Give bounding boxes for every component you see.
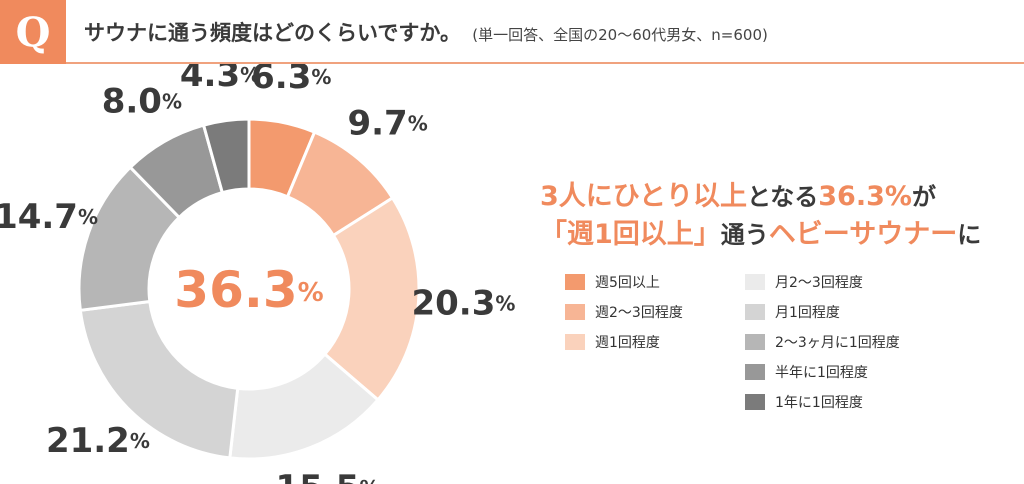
legend-label: 半年に1回程度 (775, 365, 868, 381)
legend-label: 週1回程度 (595, 335, 660, 351)
legend-swatch (745, 364, 765, 380)
slice-label-1: 6.3% (251, 64, 331, 97)
headline-percent: 36.3% (818, 181, 912, 212)
legend-item-4: 月2〜3回程度 (745, 272, 863, 292)
headline-highlight-3: ヘビーサウナー (768, 219, 958, 250)
legend-label: 2〜3ヶ月に1回程度 (775, 335, 900, 351)
legend-label: 週5回以上 (595, 275, 660, 291)
legend-swatch (565, 334, 585, 350)
question-header: Q サウナに通う頻度はどのくらいですか。 (単一回答、全国の20〜60代男女、n… (0, 0, 1024, 64)
donut-chart: 6.3% 9.7% 20.3% 15.5% 21.2% 14.7% 8.0%4.3% 36.3… (0, 64, 515, 484)
question-note: (単一回答、全国の20〜60代男女、n=600) (472, 26, 768, 44)
legend-swatch (745, 394, 765, 410)
legend-label: 月2〜3回程度 (775, 275, 863, 291)
legend-item-7: 半年に1回程度 (745, 362, 868, 382)
headline-line-1: 3人にひとり以上となる36.3%が (540, 178, 980, 216)
legend-swatch (745, 304, 765, 320)
center-label: 36.3% (174, 261, 323, 319)
legend-item-3: 週1回程度 (565, 332, 660, 352)
legend-item-5: 月1回程度 (745, 302, 840, 322)
legend-label: 週2〜3回程度 (595, 305, 683, 321)
slice-label-8: 4.3% (180, 64, 260, 94)
headline-highlight-2: 「週1回以上」 (540, 219, 721, 250)
headline-highlight-1: 3人にひとり以上 (540, 181, 747, 212)
legend-label: 1年に1回程度 (775, 395, 863, 411)
headline-text-4: に (957, 221, 982, 249)
legend-item-2: 週2〜3回程度 (565, 302, 683, 322)
slice-label-3: 20.3% (411, 283, 515, 323)
legend-item-1: 週5回以上 (565, 272, 660, 292)
legend-swatch (745, 274, 765, 290)
slice-label-7: 8.0% (102, 81, 182, 121)
question-text: サウナに通う頻度はどのくらいですか。 (単一回答、全国の20〜60代男女、n=6… (84, 17, 768, 47)
header-divider (66, 62, 1024, 64)
slice-label-4: 15.5% (276, 468, 380, 484)
legend-item-6: 2〜3ヶ月に1回程度 (745, 332, 900, 352)
slice-label-6: 14.7% (0, 197, 98, 237)
headline-text-2: が (911, 183, 936, 211)
headline-text-1: となる (746, 183, 819, 211)
legend-label: 月1回程度 (775, 305, 840, 321)
headline: 3人にひとり以上となる36.3%が 「週1回以上」通うヘビーサウナーに (540, 178, 982, 254)
legend-swatch (565, 304, 585, 320)
headline-line-2: 「週1回以上」通うヘビーサウナーに (540, 216, 982, 254)
legend-swatch (565, 274, 585, 290)
q-badge: Q (0, 0, 66, 64)
slice-8 (201, 117, 251, 195)
slice-5 (78, 299, 240, 460)
slice-label-5: 21.2% (46, 420, 150, 460)
question-title: サウナに通う頻度はどのくらいですか。 (84, 21, 461, 45)
slice-label-2: 9.7% (347, 103, 427, 143)
legend-item-8: 1年に1回程度 (745, 392, 863, 412)
legend-swatch (745, 334, 765, 350)
headline-text-3: 通う (720, 221, 769, 249)
